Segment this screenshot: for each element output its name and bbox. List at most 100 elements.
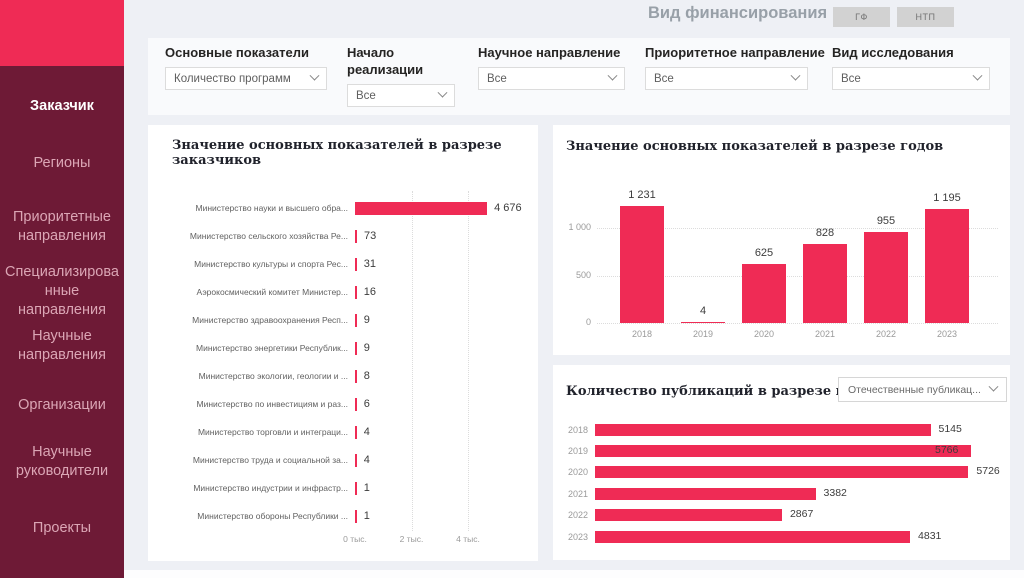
bar[interactable]	[355, 201, 488, 215]
bar[interactable]	[803, 244, 847, 323]
customers-chart-x-axis: 0 тыс. 2 тыс. 4 тыс.	[148, 534, 538, 548]
bar-value-label: 6	[363, 398, 370, 410]
bar-value-label: 8	[363, 370, 370, 382]
bar[interactable]	[355, 285, 357, 299]
category-label: 2021	[567, 488, 588, 499]
chart-row: Министерство труда и социальной за... 4	[148, 446, 538, 474]
bar[interactable]	[595, 423, 931, 436]
bar[interactable]	[595, 466, 969, 479]
chart-row: 2021 3382	[553, 483, 1010, 504]
customers-chart-title: Значение основных показателей в разрезе …	[172, 138, 502, 168]
bar[interactable]	[595, 530, 911, 543]
filter-select-value: Все	[841, 72, 861, 85]
bottom-strip	[124, 570, 1024, 578]
bar-track: 3382	[595, 486, 1010, 500]
bar[interactable]	[742, 263, 786, 323]
bar-value-label: 9	[363, 314, 370, 326]
chart-row: 2018 5145	[553, 419, 1010, 440]
grid-line	[468, 191, 469, 531]
chart-row: Министерство здравоохранения Респ... 9	[148, 306, 538, 334]
grid-line	[597, 228, 998, 229]
bar-value-label: 3382	[823, 486, 847, 499]
filter-select[interactable]: Все	[645, 67, 808, 90]
funding-type-gf-button[interactable]: ГФ	[833, 7, 890, 27]
chart-row: 2022 2867	[553, 505, 1010, 526]
filter-label: Научное направление	[478, 45, 621, 60]
years-chart-card: Значение основных показателей в разрезе …	[553, 125, 1010, 355]
bar[interactable]	[355, 313, 357, 327]
chart-row: 2020 5726	[553, 462, 1010, 483]
sidebar-item-4[interactable]: Специализированные направления	[5, 264, 119, 318]
grid-line	[411, 191, 413, 531]
chevron-down-icon	[309, 70, 320, 81]
bar[interactable]	[355, 369, 357, 383]
bar-value-label: 1 231	[628, 189, 656, 202]
filter-select[interactable]: Все	[832, 67, 990, 90]
category-label: 2020	[567, 467, 588, 478]
bar-track: 9	[355, 341, 538, 355]
funding-type-ntp-button[interactable]: НТП	[897, 7, 954, 27]
bar-value-label: 1	[363, 510, 370, 522]
category-label: Министерство обороны Республики ...	[197, 511, 348, 521]
customers-chart-plot: Министерство науки и высшего обра... 4 67…	[148, 194, 538, 530]
axis-tick-label: 0 тыс.	[343, 534, 367, 544]
bar-track: 6	[355, 397, 538, 411]
years-chart-title: Значение основных показателей в разрезе …	[566, 139, 944, 154]
grid-line	[597, 275, 998, 277]
filter-select-value: Количество программ	[174, 72, 291, 85]
bar-value-label: 73	[364, 230, 377, 242]
sidebar-item-2[interactable]: Регионы	[33, 155, 91, 171]
sidebar-item-1[interactable]: Заказчик	[30, 98, 94, 114]
category-label: Министерство экологии, геологии и ...	[198, 371, 348, 381]
chevron-down-icon	[988, 381, 999, 392]
bar[interactable]	[355, 481, 357, 495]
grid-line	[597, 323, 998, 324]
chart-row: Министерство обороны Республики ... 1	[148, 502, 538, 530]
bar-track: 1	[355, 509, 538, 523]
chart-row: 2019 5766	[553, 440, 1010, 461]
filter-select[interactable]: Все	[478, 67, 625, 90]
bar-value-label: 4831	[918, 529, 942, 542]
bar-track: 5766	[595, 444, 1010, 458]
bar[interactable]	[595, 509, 782, 522]
publication-type-select[interactable]: Отечественные публикац...	[838, 377, 1007, 402]
bar-value-label: 16	[363, 286, 377, 298]
chevron-down-icon	[972, 70, 983, 81]
chart-row: Министерство торговли и интеграци... 4	[148, 418, 538, 446]
bar-value-label: 2867	[789, 508, 814, 521]
bar[interactable]	[925, 209, 969, 323]
bar[interactable]	[355, 341, 357, 355]
bar[interactable]	[355, 453, 357, 467]
bar[interactable]	[595, 487, 816, 500]
bar-value-label: 4	[363, 426, 370, 438]
bar-value-label: 5145	[938, 422, 962, 435]
bar-value-label: 955	[876, 215, 896, 228]
sidebar-item-6[interactable]: Организации	[18, 397, 106, 413]
bar[interactable]	[355, 425, 357, 439]
chevron-down-icon	[790, 70, 801, 81]
bar-value-label: 625	[754, 246, 774, 259]
bar[interactable]	[620, 206, 664, 323]
bar[interactable]	[355, 397, 357, 411]
category-label: 2019	[567, 446, 588, 457]
bar[interactable]	[595, 445, 971, 458]
chart-row: Министерство экологии, геологии и ... 8	[148, 362, 538, 390]
page-title: Вид финансирования	[648, 4, 828, 22]
sidebar-item-8[interactable]: Проекты	[32, 520, 92, 536]
bar[interactable]	[355, 229, 358, 243]
filter-select[interactable]: Количество программ	[165, 67, 327, 90]
sidebar-item-3[interactable]: Приоритетные направления	[12, 209, 111, 244]
category-label: 2021	[814, 329, 836, 339]
category-label: Министерство энергетики Республик...	[196, 343, 348, 353]
sidebar: Заказчик Регионы Приоритетные направления С…	[0, 0, 124, 578]
category-label: Министерство культуры и спорта Рес...	[194, 259, 348, 269]
bar[interactable]	[681, 321, 725, 323]
sidebar-item-7[interactable]: Научные руководители	[15, 444, 109, 479]
bar[interactable]	[864, 232, 908, 323]
bar[interactable]	[355, 509, 357, 523]
filter-select[interactable]: Все	[347, 84, 455, 107]
chart-row: Министерство энергетики Республик... 9	[148, 334, 538, 362]
axis-tick-label: 0	[585, 317, 591, 327]
bar[interactable]	[355, 257, 357, 271]
sidebar-item-5[interactable]: Научные направления	[18, 328, 106, 363]
